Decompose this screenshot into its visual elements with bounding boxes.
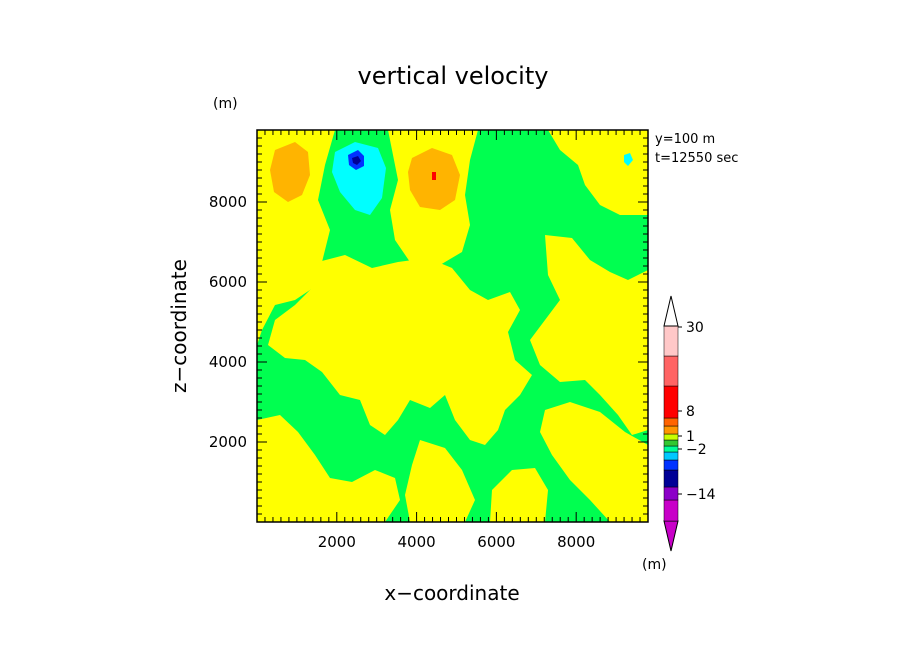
colorbar-band bbox=[663, 469, 679, 488]
colorbar-band bbox=[663, 417, 679, 427]
colorbar-band bbox=[663, 355, 679, 387]
x-tick-label: 6000 bbox=[477, 533, 515, 551]
chart-title: vertical velocity bbox=[358, 62, 549, 90]
plot-area bbox=[256, 129, 649, 523]
y-unit-label: (m) bbox=[213, 96, 238, 112]
contour-yellow-bottom-mid bbox=[405, 440, 475, 522]
y-tick-label: 8000 bbox=[209, 193, 247, 211]
colorbar-label: −14 bbox=[686, 487, 716, 503]
colorbar bbox=[663, 295, 679, 552]
y-axis: 2000 4000 6000 8000 bbox=[209, 137, 648, 515]
colorbar-band bbox=[663, 459, 679, 471]
colorbar-band bbox=[663, 486, 679, 501]
contour-yellow-right bbox=[530, 235, 648, 435]
y-tick-label: 6000 bbox=[209, 273, 247, 291]
colorbar-min-arrow bbox=[663, 520, 679, 552]
colorbar-band bbox=[663, 445, 679, 453]
colorbar-label: 8 bbox=[686, 404, 695, 420]
colorbar-band bbox=[663, 425, 679, 435]
x-axis-label: x−coordinate bbox=[384, 581, 519, 605]
colorbar-band bbox=[663, 433, 679, 441]
contour-cyan-updraft bbox=[332, 142, 386, 215]
colorbar-band bbox=[663, 439, 679, 447]
colorbar-unit: (m) bbox=[642, 557, 667, 573]
warm-cells bbox=[270, 142, 460, 210]
contour-yellow-bottom-center bbox=[490, 468, 548, 522]
colorbar-labels: 30 8 1−2 −14 bbox=[678, 320, 716, 503]
colorbar-band bbox=[663, 385, 679, 419]
contour-dark-core bbox=[352, 156, 361, 165]
info-line-y: y=100 m bbox=[655, 132, 715, 147]
colorbar-label: 30 bbox=[686, 320, 704, 336]
x-axis: 2000 4000 6000 8000 bbox=[264, 130, 641, 551]
colorbar-label: −2 bbox=[686, 442, 707, 458]
contour-yellow-center bbox=[268, 255, 532, 445]
colorbar-band bbox=[663, 499, 679, 522]
colorbar-label: 1 bbox=[686, 429, 695, 445]
y-axis-label: z−coordinate bbox=[167, 259, 191, 393]
plot-frame bbox=[256, 129, 649, 523]
x-tick-label: 8000 bbox=[557, 533, 595, 551]
x-tick-label: 4000 bbox=[397, 533, 435, 551]
info-line-t: t=12550 sec bbox=[655, 151, 738, 166]
colorbar-band bbox=[663, 451, 679, 461]
contour-cyan-small bbox=[624, 153, 633, 166]
y-tick-label: 4000 bbox=[209, 353, 247, 371]
contour-orange-left bbox=[270, 142, 310, 202]
contour-yellow-bottom-left bbox=[257, 415, 400, 522]
contour-red-spot bbox=[432, 172, 436, 180]
contour-yellow-top-right bbox=[548, 130, 648, 215]
y-tick-label: 2000 bbox=[209, 433, 247, 451]
colorbar-max-arrow bbox=[663, 295, 679, 327]
colorbar-band bbox=[663, 325, 679, 357]
x-tick-label: 2000 bbox=[318, 533, 356, 551]
contour-yellow-bottom-right bbox=[540, 402, 648, 522]
